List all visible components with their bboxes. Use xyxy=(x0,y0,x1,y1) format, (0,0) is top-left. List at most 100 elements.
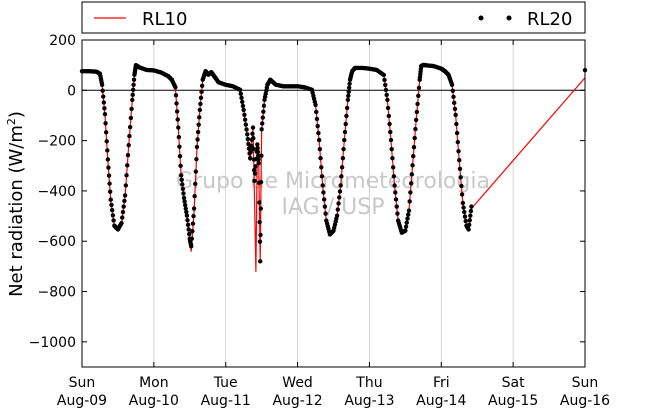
series-rl20-point-11 xyxy=(122,193,128,198)
series-rl20-point-44-1 xyxy=(251,136,256,141)
series-rl20-point-67-1 xyxy=(342,129,348,135)
series-rl20-point-41-4 xyxy=(244,127,249,132)
series-rl20-point-43 xyxy=(247,156,253,161)
series-rl20-point-41-1 xyxy=(242,112,247,118)
series-rl20-point-10-2 xyxy=(120,209,126,215)
series-rl20-point-95-1 xyxy=(457,166,463,171)
x-tick-label-day-7: Sun xyxy=(572,375,599,391)
series-rl20-point-41-2 xyxy=(242,117,248,122)
series-rl20-point-84-4 xyxy=(416,85,422,90)
y-tick-label-0: 200 xyxy=(49,33,76,49)
x-tick-label-date-5: Aug-14 xyxy=(416,393,466,409)
series-rl20-point-65-1 xyxy=(335,207,341,212)
y-axis-title: Net radiation (W/m2) xyxy=(5,111,27,297)
series-rl20-point-76-2 xyxy=(386,113,392,119)
series-rl20-point-94 xyxy=(453,112,458,118)
series-rl20-point-75-4 xyxy=(384,92,389,98)
series-rl20-point-96-2 xyxy=(462,209,467,215)
series-rl20-point-22-2 xyxy=(174,101,179,106)
series-rl20-point-48-2 xyxy=(258,206,263,211)
series-rl20-point-49-2 xyxy=(260,115,265,120)
series-rl20-point-77-3 xyxy=(390,165,396,170)
series-rl20-point-11-1 xyxy=(123,183,129,188)
series-rl20-point-84 xyxy=(413,117,419,123)
series-rl20-point-46-2 xyxy=(255,149,261,155)
x-tick-label-date-7: Aug-16 xyxy=(560,393,610,409)
legend: RL10 RL20 xyxy=(81,1,586,34)
watermark-line-2: IAG / USP xyxy=(282,195,385,220)
series-rl20-point-61-4 xyxy=(323,211,328,216)
series-rl20-point-43-4 xyxy=(250,131,255,136)
series-rl20-point-95-4 xyxy=(459,192,465,197)
series-rl20-point-98 xyxy=(466,227,471,232)
series-rl20-point-41 xyxy=(241,107,246,113)
series-rl20-point-13-4 xyxy=(131,77,137,82)
series-rl20-point-5-3 xyxy=(104,139,109,144)
series-rl20-point-24-4 xyxy=(181,191,186,196)
series-rl20-point-31-2 xyxy=(198,95,204,101)
series-rl20-point-26-4 xyxy=(187,231,192,237)
series-rl20-point-66 xyxy=(338,183,343,188)
series-rl20-point-68-1 xyxy=(346,93,351,99)
series-rl20-point-68-2 xyxy=(346,89,351,95)
series-rl20-point-81-3 xyxy=(405,216,410,221)
series-rl20-point-98-4 xyxy=(468,208,474,214)
series-rl20-point-65-4 xyxy=(337,189,343,194)
series-rl20-point-83 xyxy=(410,163,415,168)
plot-border xyxy=(81,39,586,368)
x-tick-label-day-1: Mon xyxy=(139,375,169,391)
x-tick-labels: Sun Aug-09 Mon Aug-10 Tue Aug-11 Wed Aug-12 Thu A… xyxy=(57,375,610,409)
series-rl20-point-49-1 xyxy=(260,121,265,126)
series-rl20-point-29-2 xyxy=(193,181,198,187)
series-rl20-point-6-1 xyxy=(106,165,111,170)
series-rl20-point-81-1 xyxy=(403,224,409,229)
series-rl20-point-13-2 xyxy=(130,87,136,93)
series-rl20-point-26-3 xyxy=(186,227,191,232)
series-rl20-point-4-1 xyxy=(100,88,105,93)
axis-ticks xyxy=(81,39,586,367)
series-layer xyxy=(79,62,588,273)
series-rl20-point-4-3 xyxy=(101,100,107,105)
grid-lines xyxy=(153,40,514,367)
series-rl20-point-93-4 xyxy=(452,106,458,112)
series-rl20-point-46-3 xyxy=(255,153,261,158)
series-rl20-point-44-4 xyxy=(251,168,257,173)
series-rl20-point-45-1 xyxy=(252,171,258,176)
series-rl20-point-40-1 xyxy=(238,91,243,97)
series-rl20-point-65-3 xyxy=(337,195,342,200)
series-rl20-point-94-4 xyxy=(456,148,461,154)
series-rl20-point-23-2 xyxy=(177,144,182,149)
series-rl20-point-47-2 xyxy=(257,200,262,205)
y-tick-label-1: 0 xyxy=(67,83,76,99)
series-rl20-point-76-4 xyxy=(388,129,393,135)
series-rl20-point-61 xyxy=(320,183,325,188)
series-rl20-point-66-3 xyxy=(340,156,346,161)
series-rl20-point-81 xyxy=(403,228,408,233)
y-axis-title-main: Net radiation (W/m xyxy=(6,125,27,297)
series-rl20-point-6 xyxy=(105,157,111,162)
series-rl20-point-68 xyxy=(345,97,351,103)
plot-area: Grupo de Micrometeorologia IAG / USP xyxy=(79,39,588,368)
series-rl20-point-82-3 xyxy=(408,181,414,186)
series-rl20-point-22-4 xyxy=(175,117,180,122)
series-rl20-point-29-1 xyxy=(192,194,197,199)
series-rl20-point-77-2 xyxy=(390,156,395,161)
series-rl20-point-11-3 xyxy=(125,163,130,168)
series-rl20-point-30 xyxy=(194,144,200,150)
series-rl20-point-77-1 xyxy=(389,146,394,152)
series-rl20-point-78-3 xyxy=(394,204,399,209)
x-tick-label-day-5: Fri xyxy=(433,375,450,391)
series-rl20-point-31-3 xyxy=(199,89,204,95)
series-rl20-point-40-2 xyxy=(239,95,244,101)
series-rl20-point-48-4 xyxy=(259,153,264,158)
plot-frame xyxy=(82,40,585,367)
series-rl20-point-61-2 xyxy=(321,197,327,202)
series-rl20-point-65-2 xyxy=(336,201,341,206)
series-rl20-point-78 xyxy=(392,183,397,188)
legend-rl20-marker-right xyxy=(506,15,512,21)
series-rl20-point-25 xyxy=(181,195,187,201)
series-rl20-point-28-4 xyxy=(191,213,196,219)
series-rl20-point-23-3 xyxy=(177,154,183,159)
series-rl20-point-66-2 xyxy=(339,165,345,170)
